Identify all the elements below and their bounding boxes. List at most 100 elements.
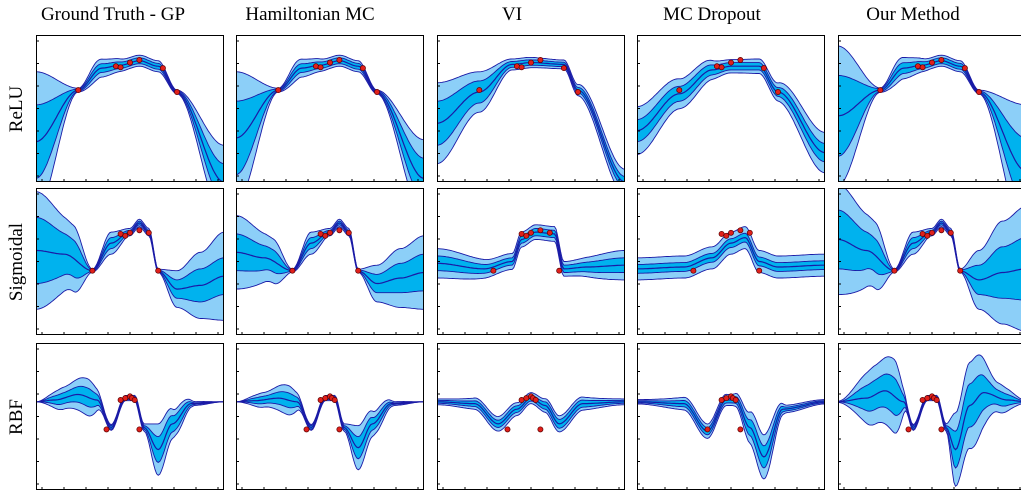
training-point-2: [317, 64, 324, 71]
training-point-5: [746, 229, 753, 236]
training-point-5: [947, 229, 954, 236]
training-point-4: [336, 227, 343, 234]
training-point-2: [117, 64, 124, 71]
training-point-6: [976, 89, 982, 95]
panel-sigmoidal-hamiltonian-mc: [236, 188, 424, 335]
training-point-6: [957, 267, 964, 274]
column-title-hamiltonian-mc: Hamiltonian MC: [245, 4, 375, 25]
training-point-0: [89, 267, 96, 274]
training-point-6: [374, 89, 380, 95]
training-point-6: [355, 267, 362, 274]
training-point-2: [523, 232, 530, 239]
training-point-3: [929, 229, 935, 236]
training-point-5: [961, 65, 968, 72]
training-point-5: [359, 65, 366, 72]
training-point-3: [728, 229, 734, 236]
panel-sigmoidal-mc-dropout: [637, 188, 825, 335]
training-point-3: [728, 59, 734, 66]
panel-frame: [637, 35, 825, 182]
training-point-1: [513, 63, 520, 70]
training-point-5: [159, 65, 166, 72]
training-point-2: [122, 232, 129, 239]
training-point-0: [490, 267, 497, 274]
training-point-5: [131, 397, 138, 403]
training-point-3: [327, 59, 333, 66]
inner-credible-band: [36, 385, 224, 463]
panel-rbf-vi: [437, 343, 625, 490]
inner-credible-band: [637, 232, 825, 274]
training-point-2: [322, 232, 329, 239]
training-point-0: [891, 267, 898, 274]
panel-frame: [437, 188, 625, 335]
panel-frame: [838, 35, 1021, 182]
inner-credible-band: [437, 394, 625, 429]
panel-frame: [437, 35, 625, 182]
training-point-5: [546, 229, 553, 236]
training-point-1: [312, 63, 319, 70]
training-point-2: [919, 64, 926, 71]
training-point-4: [136, 57, 143, 63]
panel-relu-ground-truth-gp: [36, 35, 224, 182]
training-point-4: [737, 227, 744, 234]
training-point-4: [537, 57, 544, 63]
training-point-0: [275, 87, 282, 94]
panel-frame: [838, 343, 1021, 490]
training-point-3: [127, 59, 133, 66]
training-point-4: [136, 227, 143, 234]
training-point-0: [676, 87, 683, 94]
training-point-5: [345, 229, 352, 236]
training-point-2: [924, 232, 931, 239]
row-label-rbf-text: RBF: [6, 398, 27, 435]
inner-credible-band: [637, 62, 825, 163]
panel-frame: [236, 343, 424, 490]
panel-relu-vi: [437, 35, 625, 182]
panel-sigmoidal-our-method: [838, 188, 1021, 335]
training-point-4: [938, 227, 945, 234]
row-label-rbf: RBF: [0, 343, 34, 490]
training-point-0: [877, 87, 884, 94]
outer-credible-band: [838, 45, 1021, 182]
training-point-0: [504, 426, 511, 433]
column-title-our-method: Our Method: [866, 4, 960, 25]
training-point-3: [929, 59, 935, 66]
training-point-5: [560, 65, 567, 72]
outer-credible-band: [838, 188, 1021, 331]
row-label-relu-text: ReLU: [6, 85, 27, 132]
training-point-3: [327, 229, 333, 236]
panel-sigmoidal-vi: [437, 188, 625, 335]
training-point-0: [905, 426, 912, 433]
training-point-5: [732, 397, 739, 403]
inner-credible-band: [637, 396, 825, 469]
training-point-1: [112, 63, 119, 70]
training-point-3: [127, 229, 133, 236]
training-point-0: [704, 426, 711, 433]
training-point-0: [303, 426, 310, 433]
panel-rbf-mc-dropout: [637, 343, 825, 490]
training-point-3: [528, 229, 534, 236]
panel-relu-hamiltonian-mc: [236, 35, 424, 182]
training-point-6: [938, 426, 945, 433]
predictive-mean-line: [637, 65, 825, 154]
training-point-6: [537, 426, 544, 433]
training-point-6: [155, 267, 162, 274]
inner-credible-band: [236, 391, 424, 460]
panel-frame: [838, 188, 1021, 335]
training-point-6: [174, 89, 180, 95]
training-point-4: [336, 57, 343, 63]
inner-credible-band: [838, 209, 1021, 301]
training-point-5: [145, 229, 152, 236]
panel-frame: [637, 188, 825, 335]
training-point-2: [518, 64, 525, 71]
inner-credible-band: [236, 220, 424, 294]
training-point-4: [938, 57, 945, 63]
training-point-0: [75, 87, 82, 94]
training-point-0: [103, 426, 110, 433]
panel-relu-our-method: [838, 35, 1021, 182]
panel-frame: [236, 188, 424, 335]
training-point-5: [331, 397, 338, 403]
inner-credible-band: [437, 227, 625, 274]
training-point-0: [289, 267, 296, 274]
panel-rbf-hamiltonian-mc: [236, 343, 424, 490]
panel-frame: [36, 35, 224, 182]
panel-frame: [637, 343, 825, 490]
